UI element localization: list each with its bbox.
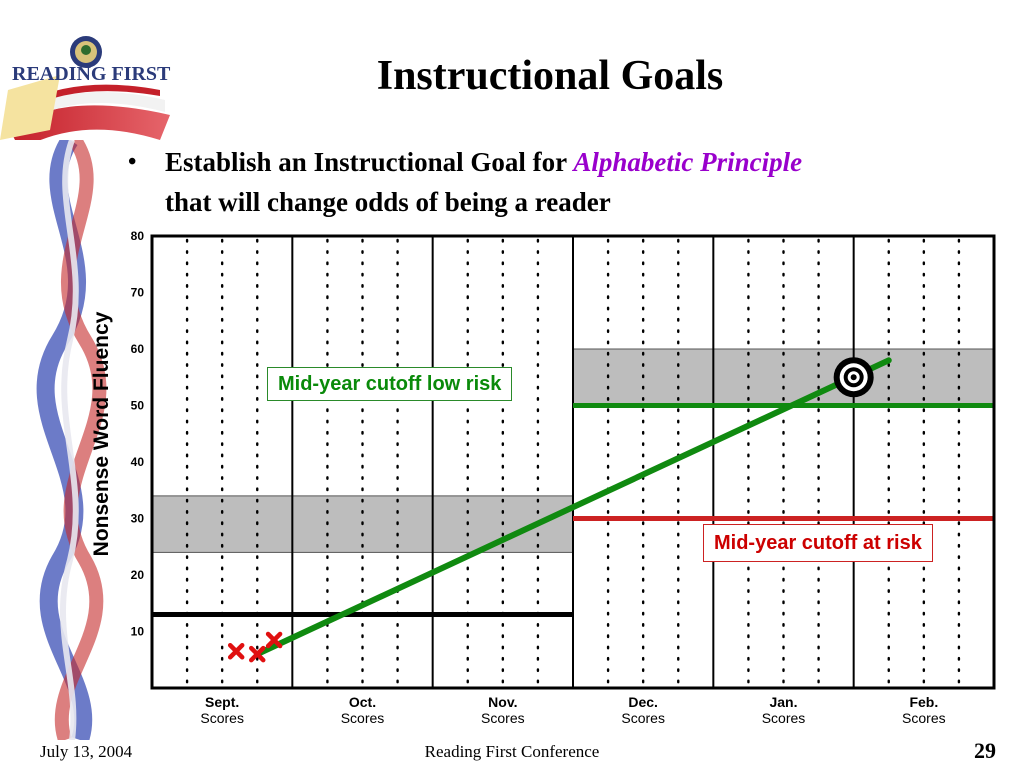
- y-tick-label: 10: [131, 625, 145, 639]
- y-tick-label: 40: [131, 455, 145, 469]
- score-markers: [227, 631, 283, 663]
- score-x-stroke: [227, 643, 245, 660]
- aimline: [254, 357, 892, 658]
- x-tick-sub: Scores: [200, 710, 244, 726]
- y-tick-label: 50: [131, 399, 145, 413]
- callout-low-risk: Mid-year cutoff low risk: [267, 367, 513, 401]
- callout-at-risk: Mid-year cutoff at risk: [703, 524, 933, 562]
- target-bullseye: [850, 374, 857, 381]
- score-x-stroke: [265, 631, 283, 649]
- y-tick-labels: 10 20 30 40 50 60 70 80: [131, 229, 145, 639]
- plot-frame: [150, 234, 996, 690]
- bullet-dot-icon: •: [128, 149, 137, 175]
- x-tick-sub: Scores: [902, 710, 946, 726]
- bullet-point: • Establish an Instructional Goal for Al…: [128, 142, 1008, 222]
- bullet-text-continued: that will change odds of being a reader: [165, 187, 611, 217]
- x-tick-month: Jan.: [769, 694, 797, 710]
- x-tick-labels: Sept.ScoresOct.ScoresNov.ScoresDec.Score…: [200, 694, 945, 726]
- score-point: [227, 643, 245, 660]
- x-tick-sub: Scores: [621, 710, 665, 726]
- x-tick-sub: Scores: [481, 710, 525, 726]
- slide-title: Instructional Goals: [376, 53, 724, 99]
- x-tick-sub: Scores: [341, 710, 385, 726]
- y-tick-label: 60: [131, 342, 145, 356]
- y-tick-label: 80: [131, 229, 145, 243]
- x-tick-month: Oct.: [349, 694, 376, 710]
- y-tick-label: 70: [131, 286, 145, 300]
- goal-target: [833, 357, 874, 398]
- reading-first-logo: READING FIRST: [0, 36, 171, 140]
- logo-text: READING FIRST: [12, 63, 171, 85]
- score-point: [249, 645, 266, 663]
- score-point: [265, 631, 283, 649]
- bullet-emphasis: Alphabetic Principle: [573, 147, 803, 177]
- score-x-stroke: [249, 645, 266, 663]
- reference-lines: [152, 403, 994, 618]
- y-axis-label: Nonsense Word Fluency: [90, 311, 113, 557]
- gridlines: [185, 236, 961, 688]
- y-tick-label: 20: [131, 568, 145, 582]
- aimline-segment: [254, 357, 892, 658]
- footer-conference: Reading First Conference: [424, 742, 600, 761]
- y-tick-label: 30: [131, 512, 145, 526]
- x-tick-sub: Scores: [762, 710, 806, 726]
- bullet-text: Establish an Instructional Goal for: [165, 147, 574, 177]
- x-tick-month: Dec.: [628, 694, 658, 710]
- x-tick-month: Feb.: [909, 694, 938, 710]
- page-number: 29: [974, 738, 996, 763]
- footer-date: July 13, 2004: [40, 742, 133, 761]
- x-tick-month: Nov.: [488, 694, 517, 710]
- x-tick-month: Sept.: [205, 694, 239, 710]
- decorative-ribbon: [36, 140, 107, 740]
